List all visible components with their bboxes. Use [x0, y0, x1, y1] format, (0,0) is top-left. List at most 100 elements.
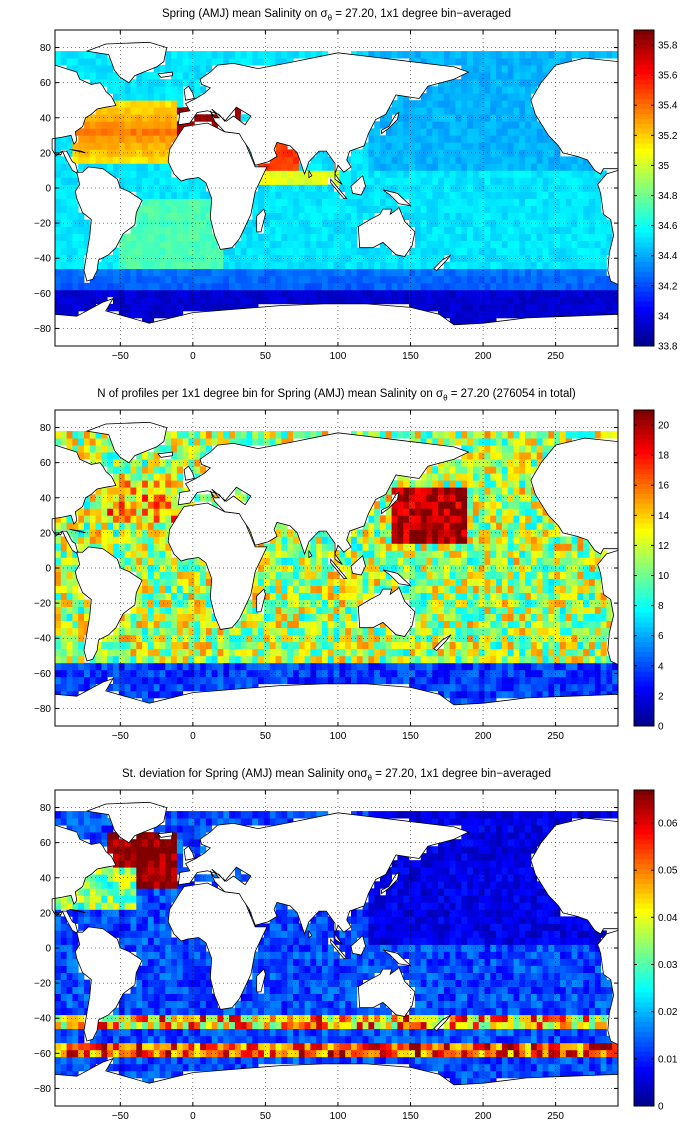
heatmap-cell [310, 184, 317, 192]
heatmap-cell [414, 233, 422, 241]
heatmap-cell [327, 282, 334, 291]
heatmap-cell [66, 662, 73, 671]
heatmap-cell [432, 606, 439, 614]
heatmap-cell [455, 198, 462, 206]
heatmap-cell [153, 86, 160, 94]
heatmap-cell [182, 191, 189, 199]
heatmap-cell [507, 191, 514, 199]
heatmap-cell [513, 51, 520, 59]
heatmap-cell [507, 282, 514, 291]
heatmap-cell [55, 557, 62, 565]
heatmap-cell [66, 289, 73, 298]
heatmap-cell [542, 72, 549, 80]
heatmap-cell [176, 303, 184, 312]
heatmap-cell [420, 303, 427, 312]
heatmap-cell [374, 170, 381, 178]
heatmap-cell [472, 317, 480, 326]
heatmap-cell [478, 662, 485, 671]
heatmap-cell [397, 522, 404, 530]
heatmap-cell [176, 445, 184, 453]
heatmap-cell [159, 466, 166, 474]
heatmap-cell [409, 522, 416, 530]
heatmap-cell [426, 585, 433, 593]
heatmap-cell [530, 135, 538, 143]
heatmap-cell [536, 198, 543, 206]
heatmap-cell [327, 212, 334, 220]
heatmap-cell [147, 606, 155, 614]
heatmap-cell [449, 93, 456, 101]
heatmap-cell [188, 240, 195, 249]
heatmap-cell [496, 466, 503, 474]
heatmap-cell [153, 620, 160, 629]
heatmap-cell [443, 536, 451, 544]
heatmap-cell [403, 268, 410, 277]
heatmap-cell [304, 662, 311, 671]
heatmap-cell [414, 557, 422, 565]
heatmap-cell [443, 275, 451, 284]
heatmap-cell [159, 261, 166, 270]
heatmap-cell [385, 156, 392, 164]
colorbar-segment [634, 79, 654, 85]
heatmap-cell [455, 480, 462, 488]
heatmap-cell [84, 536, 91, 544]
heatmap-cell [461, 100, 468, 108]
heatmap-cell [118, 501, 125, 509]
heatmap-cell [165, 501, 172, 509]
heatmap-cell [101, 641, 108, 650]
heatmap-cell [467, 557, 474, 565]
heatmap-cell [322, 557, 329, 565]
heatmap-cell [455, 303, 462, 312]
heatmap-cell [205, 114, 213, 122]
heatmap-cell [368, 156, 375, 164]
heatmap-cell [252, 613, 259, 621]
heatmap-cell [467, 585, 474, 593]
heatmap-cell [513, 648, 520, 657]
heatmap-cell [72, 226, 79, 234]
heatmap-cell [525, 247, 532, 256]
heatmap-cell [530, 606, 538, 614]
heatmap-cell [385, 149, 392, 157]
heatmap-cell [281, 198, 288, 206]
heatmap-cell [142, 529, 149, 537]
heatmap-cell [478, 557, 485, 565]
heatmap-cell [223, 683, 230, 692]
heatmap-cell [188, 261, 195, 270]
heatmap-cell [409, 282, 416, 291]
heatmap-cell [467, 261, 474, 270]
heatmap-cell [461, 233, 468, 241]
heatmap-cell [275, 634, 282, 643]
heatmap-cell [165, 515, 172, 523]
heatmap-cell [478, 65, 485, 73]
heatmap-cell [200, 233, 207, 241]
heatmap-cell [142, 219, 149, 227]
heatmap-cell [368, 578, 375, 586]
heatmap-cell [281, 641, 288, 650]
heatmap-cell [66, 613, 73, 621]
heatmap-cell [322, 529, 329, 537]
heatmap-cell [478, 445, 485, 453]
heatmap-cell [530, 466, 538, 474]
heatmap-cell [153, 501, 160, 509]
heatmap-cell [490, 282, 497, 291]
heatmap-cell [443, 107, 451, 115]
heatmap-cell [478, 86, 485, 94]
heatmap-cell [472, 51, 480, 59]
heatmap-cell [385, 184, 392, 192]
colorbar-segment [634, 222, 654, 228]
heatmap-cell [507, 170, 514, 178]
heatmap-cell [530, 177, 538, 185]
heatmap-cell [66, 571, 73, 579]
heatmap-cell [432, 212, 439, 220]
heatmap-cell [316, 51, 323, 59]
heatmap-cell [397, 93, 404, 101]
heatmap-cell [89, 536, 96, 544]
heatmap-cell [414, 550, 422, 558]
heatmap-cell [478, 592, 485, 600]
heatmap-cell [507, 212, 514, 220]
heatmap-cell [211, 431, 218, 439]
heatmap-cell [525, 459, 532, 467]
heatmap-cell [374, 282, 381, 291]
heatmap-cell [583, 240, 590, 249]
heatmap-cell [461, 191, 468, 199]
heatmap-cell [281, 592, 288, 600]
